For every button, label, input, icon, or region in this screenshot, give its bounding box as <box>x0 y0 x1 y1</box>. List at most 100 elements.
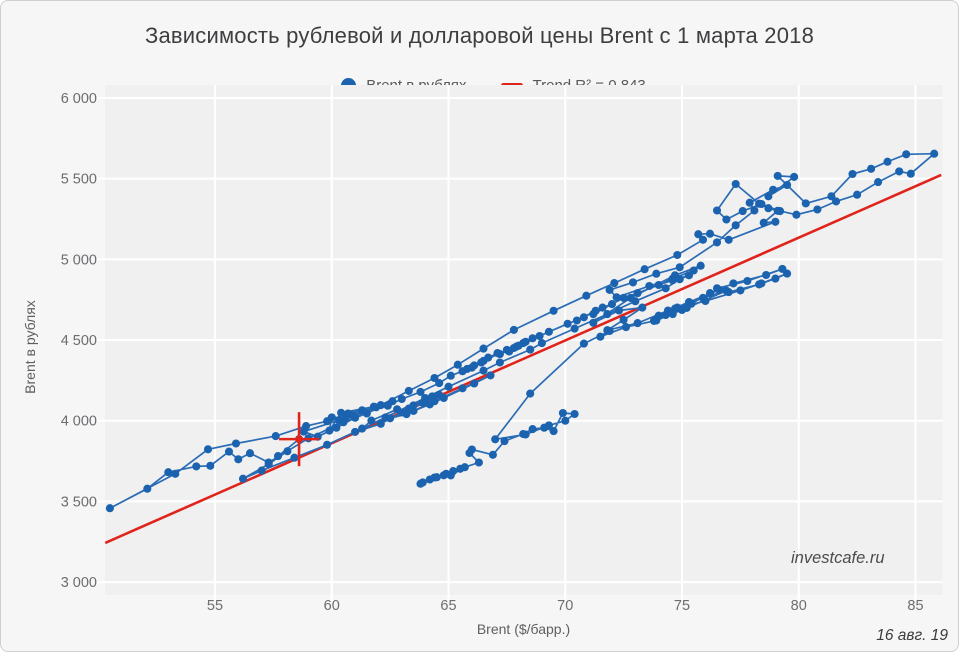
data-point <box>453 360 462 369</box>
data-point <box>164 468 173 477</box>
data-point <box>332 423 341 432</box>
data-point <box>327 413 336 422</box>
data-point <box>526 389 535 398</box>
data-point <box>715 285 724 294</box>
data-point <box>773 206 782 215</box>
data-point <box>171 469 180 478</box>
data-point <box>446 371 455 380</box>
data-point <box>848 169 857 179</box>
data-point <box>273 452 283 461</box>
data-point <box>264 460 273 469</box>
data-point <box>902 150 911 159</box>
x-tick-label: 75 <box>674 598 690 614</box>
data-point <box>631 297 640 306</box>
data-point <box>607 300 617 309</box>
data-point <box>778 264 787 273</box>
y-tick-label: 4 500 <box>61 333 97 349</box>
data-point <box>231 439 241 448</box>
data-point <box>514 341 523 350</box>
data-point <box>386 414 395 423</box>
data-point <box>638 303 647 312</box>
data-point <box>458 367 467 376</box>
data-point <box>645 281 654 291</box>
data-point <box>783 180 792 190</box>
data-point <box>773 171 782 180</box>
data-point <box>486 371 495 380</box>
y-tick-label: 4 000 <box>61 414 97 430</box>
y-tick-label: 6 000 <box>61 91 97 107</box>
date-label: 16 авг. 19 <box>876 627 948 644</box>
data-point <box>705 229 715 238</box>
data-point <box>652 269 661 278</box>
data-point <box>731 179 740 189</box>
data-point <box>762 270 771 280</box>
data-point <box>729 279 738 288</box>
y-tick-label: 5 000 <box>61 252 97 268</box>
data-point <box>470 361 479 370</box>
data-point <box>484 353 493 362</box>
data-point <box>895 167 904 176</box>
x-tick-label: 80 <box>791 598 807 614</box>
data-point <box>495 358 504 367</box>
data-point <box>358 424 367 433</box>
data-point <box>722 215 731 224</box>
data-point <box>323 440 332 449</box>
y-axis-title: Brent в рублях <box>22 300 38 394</box>
data-point <box>563 319 572 328</box>
data-point <box>143 484 152 493</box>
data-point <box>376 419 385 428</box>
data-point <box>325 426 334 435</box>
y-tick-label: 3 000 <box>61 575 97 591</box>
data-point <box>369 402 378 411</box>
data-point <box>930 149 939 158</box>
data-point <box>755 199 764 208</box>
data-point <box>696 261 705 270</box>
data-point <box>446 471 455 480</box>
data-point <box>257 466 266 475</box>
data-point <box>234 455 243 464</box>
x-tick-label: 55 <box>207 598 223 614</box>
x-tick-label: 85 <box>907 598 923 614</box>
data-point <box>603 310 612 319</box>
data-point <box>432 473 441 482</box>
data-point <box>428 392 437 401</box>
data-point <box>245 449 255 458</box>
data-point <box>619 293 628 302</box>
data-point <box>633 319 642 328</box>
data-point <box>535 331 544 341</box>
data-point <box>477 358 486 367</box>
data-point <box>105 504 114 513</box>
data-point <box>675 275 684 284</box>
data-point <box>663 306 673 315</box>
data-point <box>677 305 687 315</box>
data-point <box>668 276 677 285</box>
data-point <box>661 284 670 293</box>
data-point <box>404 386 413 395</box>
data-point <box>302 422 311 431</box>
data-point <box>764 192 773 201</box>
data-point <box>867 164 876 173</box>
data-point <box>561 416 570 425</box>
data-point <box>367 416 376 425</box>
data-point <box>544 421 553 430</box>
data-point <box>684 298 694 307</box>
data-point <box>769 185 778 194</box>
data-point <box>832 197 841 206</box>
data-point <box>675 263 684 272</box>
data-point <box>491 435 500 444</box>
data-point <box>416 387 425 396</box>
data-point <box>640 265 649 274</box>
data-point <box>348 411 357 420</box>
data-point <box>404 404 413 413</box>
data-point <box>694 230 703 239</box>
data-point <box>206 461 215 470</box>
data-point <box>271 432 280 441</box>
data-point <box>238 474 248 483</box>
data-point <box>698 235 708 244</box>
data-point <box>500 437 509 446</box>
data-point <box>579 313 588 322</box>
data-point <box>192 462 201 471</box>
data-point <box>397 408 406 417</box>
data-point <box>628 278 638 287</box>
